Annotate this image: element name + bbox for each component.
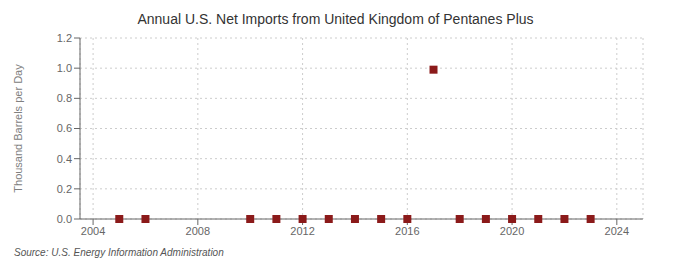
svg-text:2008: 2008 [186,225,210,237]
svg-text:2004: 2004 [81,225,105,237]
svg-text:2012: 2012 [290,225,314,237]
svg-text:0.8: 0.8 [57,92,72,104]
html-text:Annual U.S. Net Imports from U: Annual U.S. Net Imports from United King… [137,11,534,27]
html-text:Source: U.S. Energy Informatio: Source: U.S. Energy Information Administ… [14,247,224,258]
svg-text:2024: 2024 [605,225,629,237]
svg-text:0.2: 0.2 [57,183,72,195]
svg-text:0.4: 0.4 [57,153,72,165]
svg-text:1.2: 1.2 [57,32,72,44]
svg-text:1.0: 1.0 [57,62,72,74]
svg-text:0.6: 0.6 [57,122,72,134]
svg-text:0.0: 0.0 [57,213,72,225]
svg-text:2020: 2020 [500,225,524,237]
svg-text:Thousand Barrels per Day: Thousand Barrels per Day [12,64,24,193]
svg-text:2016: 2016 [395,225,419,237]
